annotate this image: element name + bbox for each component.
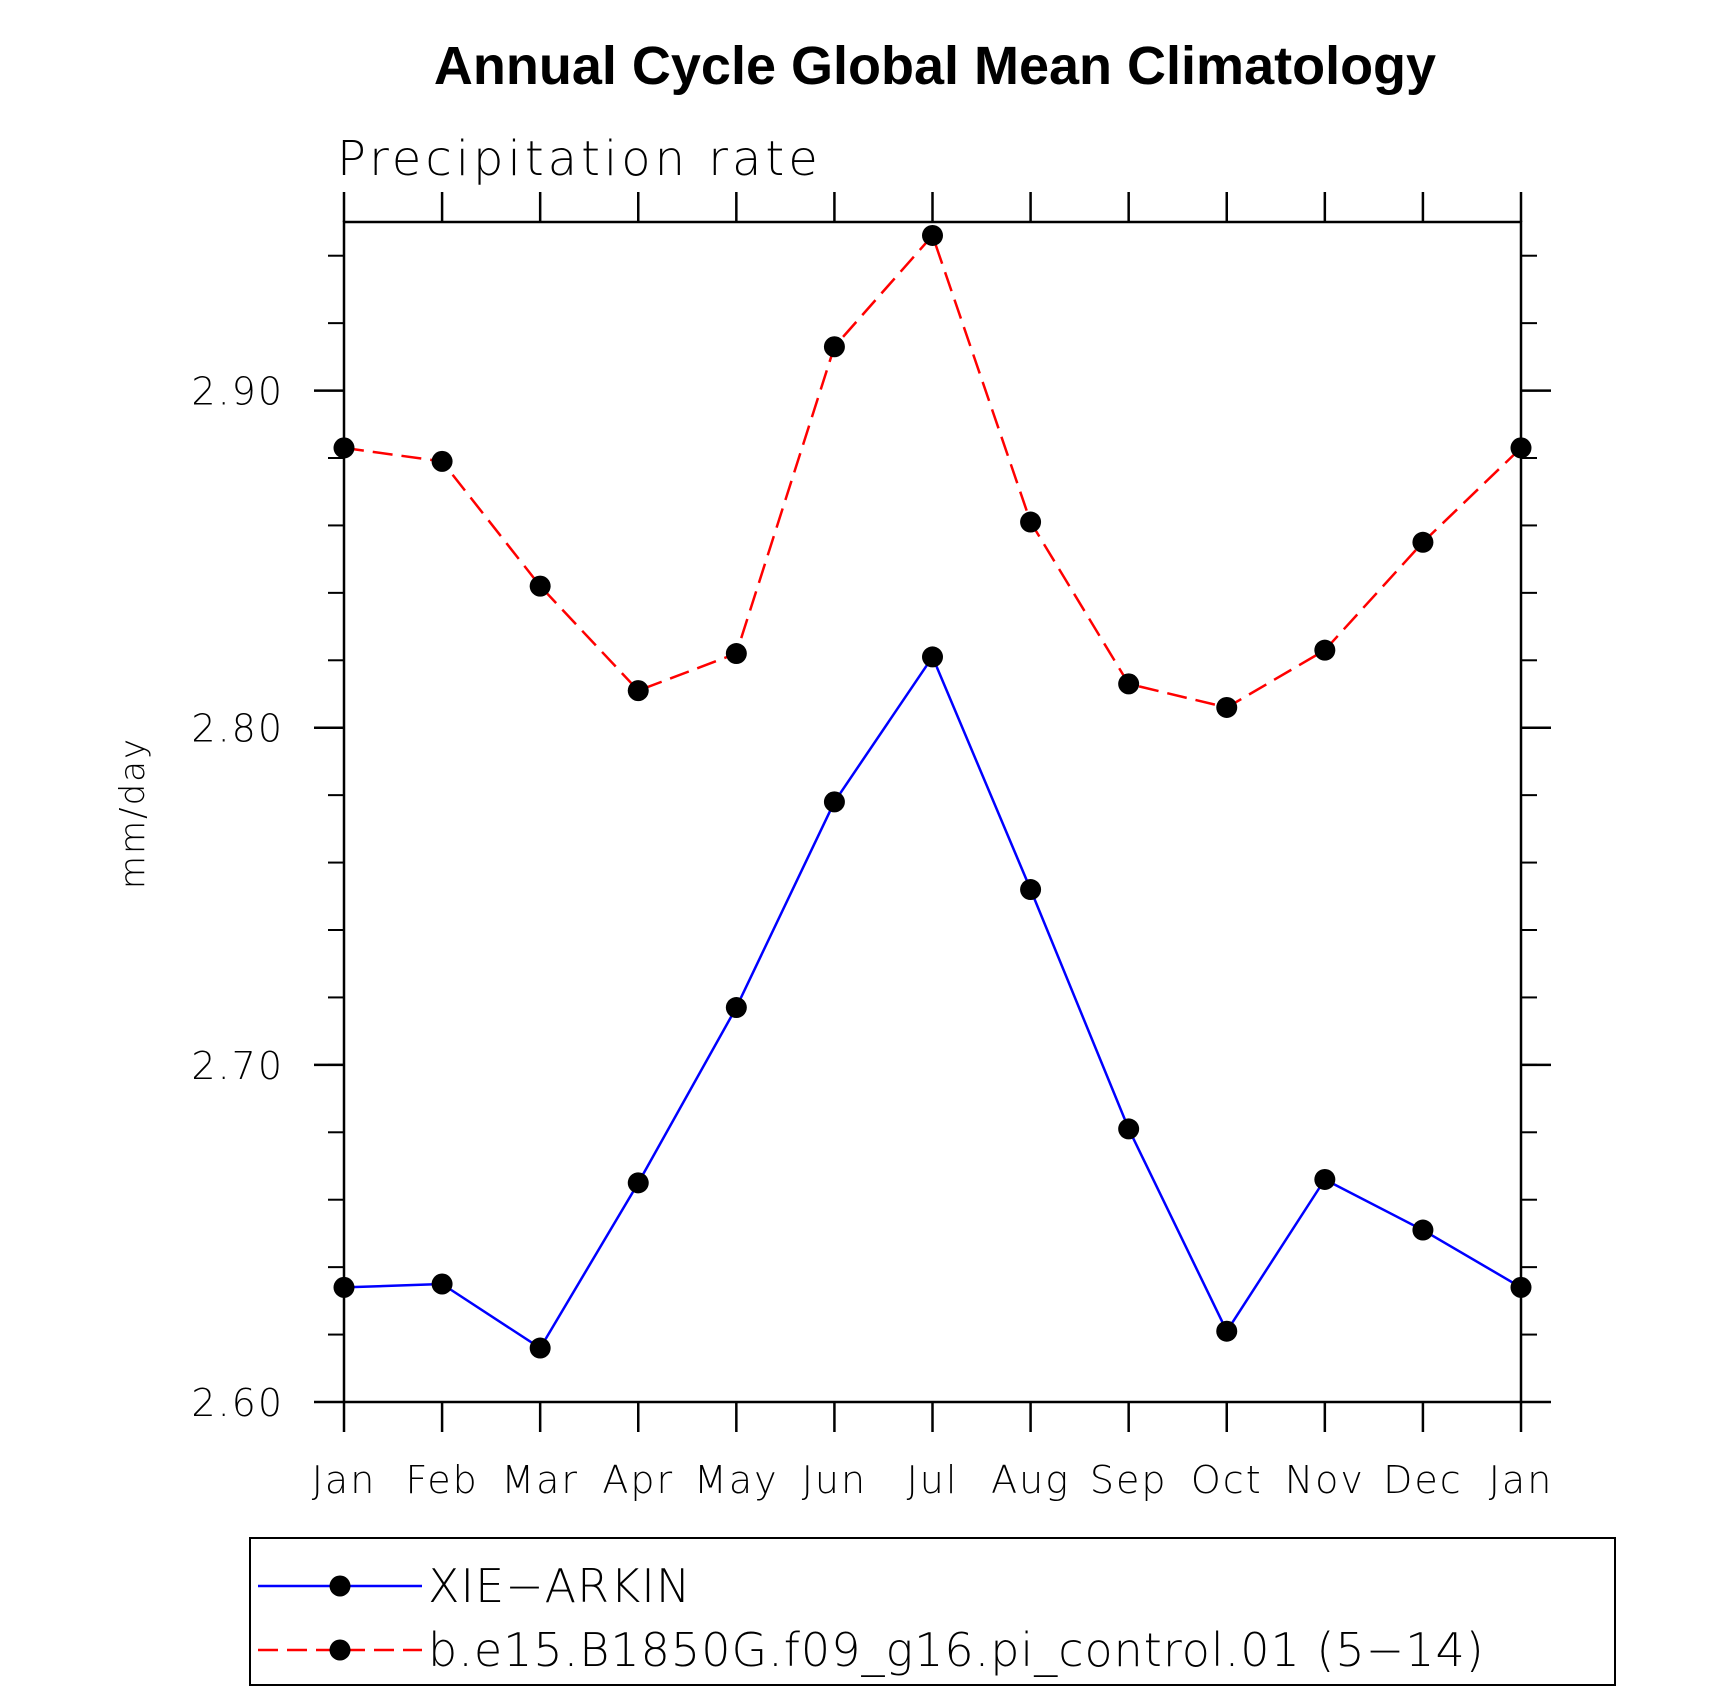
x-tick-label: Aug (991, 1458, 1070, 1502)
data-point (1216, 696, 1238, 718)
legend-box (249, 1537, 1616, 1686)
series-lines (343, 234, 1522, 1350)
x-tick-label: Jun (802, 1458, 867, 1502)
legend: XIE−ARKIN b.e15.B1850G.f09_g16.pi_control… (249, 1537, 1616, 1686)
chart-title: Annual Cycle Global Mean Climatology (434, 36, 1436, 96)
plot-frame (342, 220, 1523, 1404)
x-tick-label: Oct (1191, 1458, 1263, 1502)
data-point (1118, 1118, 1140, 1140)
series-line-0 (343, 655, 1522, 1350)
data-point (1118, 673, 1140, 695)
data-point (431, 450, 453, 472)
series-markers (333, 224, 1532, 1359)
data-point (1412, 1219, 1434, 1241)
data-point (627, 1172, 649, 1194)
data-point (1412, 531, 1434, 553)
data-point (1314, 639, 1336, 661)
data-point (1020, 879, 1042, 901)
legend-label-1: b.e15.B1850G.f09_g16.pi_control.01 (5−14… (428, 1623, 1485, 1677)
data-point (1314, 1168, 1336, 1190)
data-point (627, 680, 649, 702)
data-point (922, 224, 943, 246)
data-point (529, 1337, 551, 1359)
legend-entries: XIE−ARKIN b.e15.B1850G.f09_g16.pi_control… (258, 1559, 1485, 1677)
data-point (431, 1273, 453, 1295)
x-tick-label: Jan (312, 1458, 377, 1502)
data-point (823, 791, 845, 813)
x-tick-label: Dec (1383, 1458, 1463, 1502)
data-point (529, 575, 551, 597)
y-axis-tick-labels: 2.60 2.70 2.80 2.90 (191, 370, 284, 1425)
x-tick-label: Mar (501, 1458, 579, 1502)
legend-marker-0 (329, 1575, 351, 1597)
y-tick-label: 2.90 (191, 370, 284, 414)
x-tick-label: Feb (405, 1458, 478, 1502)
legend-marker-1 (329, 1639, 351, 1661)
data-point (725, 643, 747, 665)
x-tick-label: Jul (907, 1458, 959, 1502)
data-point (333, 437, 355, 459)
x-tick-label: Nov (1285, 1458, 1365, 1502)
series-line-1 (343, 234, 1522, 709)
data-point (1510, 437, 1532, 459)
x-axis-tick-labels: Jan Feb Mar Apr May Jun Jul Aug Sep Oct Nov Dec Jan (312, 1458, 1554, 1502)
data-point (1020, 511, 1042, 533)
plot-area (314, 192, 1551, 1432)
chart-subtitle: Precipitation rate (337, 131, 822, 187)
x-tick-label: Sep (1090, 1458, 1168, 1502)
data-point (1216, 1320, 1238, 1342)
x-tick-label: Jan (1489, 1458, 1554, 1502)
data-point (922, 646, 943, 668)
data-point (1510, 1276, 1532, 1298)
data-point (823, 336, 845, 358)
x-tick-label: Apr (602, 1458, 674, 1502)
y-axis-label: mm/day (113, 737, 153, 889)
x-tick-label: May (694, 1458, 779, 1502)
legend-label-0: XIE−ARKIN (428, 1559, 691, 1613)
y-axis-ticks (314, 254, 1551, 1404)
y-tick-label: 2.60 (191, 1381, 284, 1425)
data-point (333, 1276, 355, 1298)
x-axis-ticks (342, 192, 1523, 1432)
data-point (725, 997, 747, 1019)
y-tick-label: 2.70 (191, 1044, 284, 1088)
y-tick-label: 2.80 (191, 707, 284, 751)
